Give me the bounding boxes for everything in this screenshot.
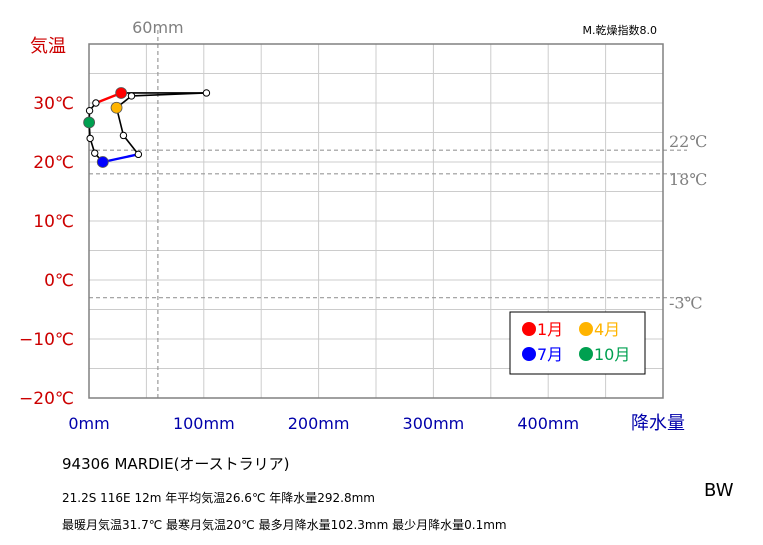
month-point-6 [134,150,143,159]
reference-label-22c: 22℃ [669,132,707,151]
month-point-9 [86,134,94,143]
month-point-12 [92,99,100,107]
plot-frame [88,43,664,399]
y-axis-title: 気温 [30,36,66,57]
reference-label-60mm: 60mm [132,18,184,37]
climate-loop [83,87,211,168]
x-axis-title: 降水量 [631,413,685,434]
reference-lines: 60mm 22℃ 18℃ -3℃ [89,18,707,398]
x-tick-label: 0mm [68,414,109,433]
y-axis-ticks: −20℃ −10℃ 0℃ 10℃ 20℃ 30℃ [19,94,74,409]
month-point-4 [110,101,123,114]
legend-label-month-7: 7月 [537,345,563,364]
month-point-1 [115,87,128,99]
dryness-index: M.乾燥指数8.0 [583,23,657,37]
legend-marker-month-4 [579,322,593,336]
series-segment [122,134,140,156]
legend-label-month-1: 1月 [537,320,563,339]
month-point-5 [119,131,128,140]
climate-class: BW [704,480,734,501]
month-point-7 [96,156,109,168]
station-title: 94306 MARDIE(オーストラリア) [62,455,290,473]
month-point-11 [85,106,94,115]
x-axis-ticks: 0mm 100mm 200mm 300mm 400mm [68,414,579,433]
legend-box [509,311,646,375]
legend-marker-month-10 [579,347,593,361]
x-tick-label: 200mm [288,414,350,433]
legend-label-month-4: 4月 [594,320,620,339]
y-tick-label: 30℃ [33,94,74,114]
y-tick-label: −20℃ [19,389,74,409]
month-point-10 [83,116,96,129]
y-tick-label: 20℃ [33,153,74,173]
legend: 1月 4月 7月 10月 [509,311,646,375]
station-stats-line-1: 21.2S 116E 12m 年平均気温26.6℃ 年降水量292.8mm [62,491,375,505]
x-tick-label: 300mm [403,414,465,433]
series-segment [130,92,208,97]
reference-label--3c: -3℃ [669,294,702,313]
series-segment-cold [101,153,140,164]
x-tick-label: 400mm [517,414,579,433]
month-point-8 [91,149,99,157]
reference-label-18c: 18℃ [669,170,707,189]
legend-marker-month-1 [522,322,536,336]
x-tick-label: 100mm [173,414,235,433]
station-stats-line-2: 最暖月気温31.7℃ 最寒月気温20℃ 最多月降水量102.3mm 最少月降水量… [62,518,507,532]
y-tick-label: 0℃ [44,271,74,291]
y-tick-label: −10℃ [19,330,74,350]
legend-marker-month-7 [522,347,536,361]
month-point-3 [127,92,136,100]
legend-label-month-10: 10月 [594,345,630,364]
month-point-2 [202,89,211,97]
y-tick-label: 10℃ [33,212,74,232]
